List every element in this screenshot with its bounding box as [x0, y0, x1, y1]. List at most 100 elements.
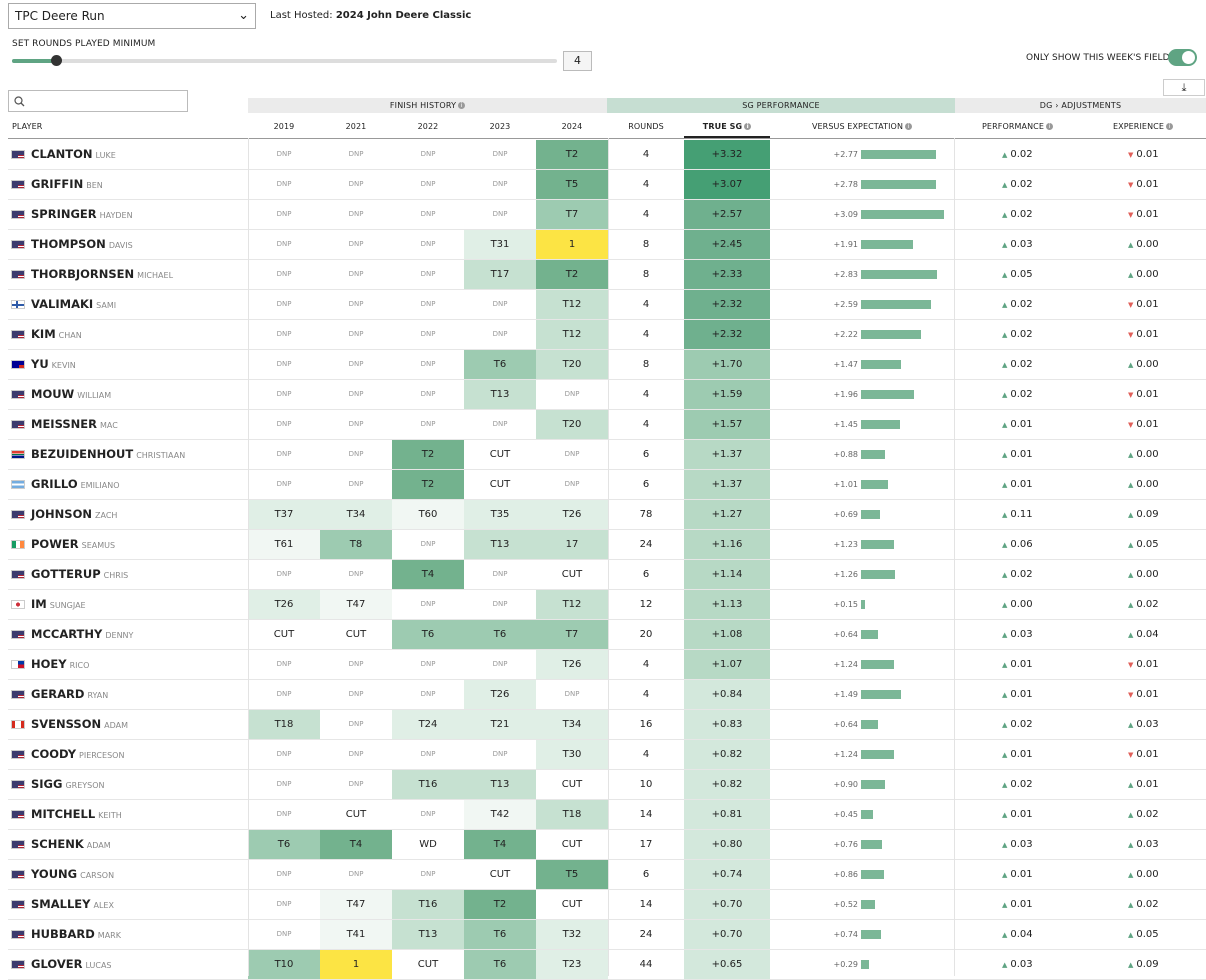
table-row[interactable]: SMALLEY ALEX DNP T47 T16 T2 CUT 14 +0.70 +0.52 ▲ 0.… — [0, 890, 1206, 920]
download-button[interactable]: ⤓ — [1163, 79, 1205, 96]
player-name[interactable]: HUBBARD MARK — [31, 920, 121, 950]
table-row[interactable]: MITCHELL KEITH DNP CUT DNP T42 T18 14 +0.81 +0.45… — [0, 800, 1206, 830]
table-row[interactable]: SIGG GREYSON DNP DNP T16 T13 CUT 10 +0.82 +0.90 ▲ 0… — [0, 770, 1206, 800]
finish-cell-2022: DNP — [420, 360, 436, 368]
player-name[interactable]: BEZUIDENHOUT CHRISTIAAN — [31, 440, 185, 470]
player-name[interactable]: IM SUNGJAE — [31, 590, 86, 620]
header-year-2021[interactable]: 2021 — [345, 122, 367, 131]
header-performance[interactable]: PERFORMANCE i — [955, 116, 1080, 138]
rounds-slider-handle[interactable] — [51, 55, 62, 66]
info-icon[interactable]: i — [1046, 123, 1053, 130]
table-row[interactable]: HOEY RICO DNP DNP DNP DNP T26 4 +1.07 +1.24 ▲ 0.01 ▼… — [0, 650, 1206, 680]
table-row[interactable]: GRIFFIN BEN DNP DNP DNP DNP T5 4 +3.07 +2.78 ▲ 0.02… — [0, 170, 1206, 200]
course-select[interactable]: TPC Deere Run ⌄ — [8, 3, 256, 29]
flag-icon-za — [11, 450, 25, 459]
player-name[interactable]: MCCARTHY DENNY — [31, 620, 133, 650]
table-row[interactable]: SPRINGER HAYDEN DNP DNP DNP DNP T7 4 +2.57 +3.09 ▲… — [0, 200, 1206, 230]
player-name[interactable]: CLANTON LUKE — [31, 140, 116, 170]
info-icon[interactable]: i — [1166, 123, 1173, 130]
flag-icon-ca — [11, 720, 25, 729]
header-year-2022[interactable]: 2022 — [417, 122, 439, 131]
header-versus-label: VERSUS EXPECTATION — [811, 122, 904, 131]
table-row[interactable]: MEISSNER MAC DNP DNP DNP DNP T20 4 +1.57 +1.45 ▲ 0.… — [0, 410, 1206, 440]
info-icon[interactable]: i — [458, 102, 466, 109]
experience-cell: ▲ 0.05 — [1128, 920, 1159, 950]
table-row[interactable]: CLANTON LUKE DNP DNP DNP DNP T2 4 +3.32 +2.77 ▲ 0.0… — [0, 140, 1206, 170]
info-icon[interactable]: i — [905, 123, 913, 130]
table-row[interactable]: GRILLO EMILIANO DNP DNP T2 CUT DNP 6 +1.37 +1.01 ▲… — [0, 470, 1206, 500]
table-row[interactable]: GOTTERUP CHRIS DNP DNP T4 DNP CUT 6 +1.14 +1.26 ▲ 0… — [0, 560, 1206, 590]
table-row[interactable]: VALIMAKI SAMI DNP DNP DNP DNP T12 4 +2.32 +2.59 ▲ 0… — [0, 290, 1206, 320]
player-name[interactable]: SCHENK ADAM — [31, 830, 111, 860]
table-row[interactable]: THOMPSON DAVIS DNP DNP DNP T31 1 8 +2.45 +1.91 ▲ 0.… — [0, 230, 1206, 260]
table-row[interactable]: COODY PIERCESON DNP DNP DNP DNP T30 4 +0.82 +1.24… — [0, 740, 1206, 770]
table-row[interactable]: POWER SEAMUS T61 T8 DNP T13 17 24 +1.16 +1.23 ▲ 0.0… — [0, 530, 1206, 560]
player-name[interactable]: SIGG GREYSON — [31, 770, 105, 800]
player-name[interactable]: SPRINGER HAYDEN — [31, 200, 133, 230]
player-name[interactable]: THOMPSON DAVIS — [31, 230, 133, 260]
table-row[interactable]: BEZUIDENHOUT CHRISTIAAN DNP DNP T2 CUT DNP 6 +1.… — [0, 440, 1206, 470]
table-row[interactable]: IM SUNGJAE T26 T47 DNP DNP T12 12 +1.13 +0.15 ▲ 0.0… — [0, 590, 1206, 620]
player-name[interactable]: COODY PIERCESON — [31, 740, 124, 770]
player-name[interactable]: MITCHELL KEITH — [31, 800, 122, 830]
player-name[interactable]: GRIFFIN BEN — [31, 170, 103, 200]
versus-value: +2.59 — [833, 300, 858, 309]
finish-cell-2022: DNP — [420, 690, 436, 698]
table-row[interactable]: JOHNSON ZACH T37 T34 T60 T35 T26 78 +1.27 +0.69 ▲ 0… — [0, 500, 1206, 530]
table-row[interactable]: GERARD RYAN DNP DNP DNP T26 DNP 4 +0.84 +1.49 ▲ 0.0… — [0, 680, 1206, 710]
player-name[interactable]: MEISSNER MAC — [31, 410, 118, 440]
player-name[interactable]: GOTTERUP CHRIS — [31, 560, 128, 590]
header-versus[interactable]: VERSUS EXPECTATION i — [770, 116, 954, 138]
performance-value: 0.06 — [1010, 539, 1033, 550]
table-row[interactable]: YOUNG CARSON DNP DNP DNP CUT T5 6 +0.74 +0.86 ▲ 0.0… — [0, 860, 1206, 890]
player-name[interactable]: MOUW WILLIAM — [31, 380, 111, 410]
finish-cell-2024: T20 — [536, 410, 608, 439]
player-name[interactable]: KIM CHAN — [31, 320, 82, 350]
table-row[interactable]: MCCARTHY DENNY CUT CUT T6 T6 T7 20 +1.08 +0.64 ▲ 0.… — [0, 620, 1206, 650]
info-icon[interactable]: i — [744, 123, 752, 130]
versus-value: +0.64 — [833, 720, 858, 729]
header-year-2024[interactable]: 2024 — [561, 122, 583, 131]
group-adjustments[interactable]: DG › ADJUSTMENTS — [955, 98, 1206, 113]
player-name[interactable]: YU KEVIN — [31, 350, 76, 380]
table-row[interactable]: HUBBARD MARK DNP T41 T13 T6 T32 24 +0.70 +0.74 ▲ 0.… — [0, 920, 1206, 950]
player-name[interactable]: SVENSSON ADAM — [31, 710, 128, 740]
player-name[interactable]: VALIMAKI SAMI — [31, 290, 116, 320]
versus-value: +0.74 — [833, 930, 858, 939]
finish-cell-2023: T6 — [464, 950, 536, 979]
header-rounds[interactable]: ROUNDS — [628, 122, 664, 131]
player-name[interactable]: YOUNG CARSON — [31, 860, 114, 890]
header-true-sg[interactable]: TRUE SG i — [684, 116, 770, 138]
player-name[interactable]: POWER SEAMUS — [31, 530, 115, 560]
player-name[interactable]: JOHNSON ZACH — [31, 500, 117, 530]
experience-value: 0.01 — [1136, 749, 1159, 760]
rounds-input[interactable]: 4 — [563, 51, 592, 71]
table-row[interactable]: SVENSSON ADAM T18 DNP T24 T21 T34 16 +0.83 +0.64 ▲… — [0, 710, 1206, 740]
performance-value: 0.02 — [1010, 389, 1033, 400]
finish-cell-2024: DNP — [564, 390, 580, 398]
header-divider — [8, 138, 1206, 139]
table-row[interactable]: SCHENK ADAM T6 T4 WD T4 CUT 17 +0.80 +0.76 ▲ 0.03 ▲ 0… — [0, 830, 1206, 860]
finish-cell-2021: DNP — [348, 360, 364, 368]
arrow-down-icon: ▼ — [1128, 691, 1134, 699]
player-name[interactable]: GRILLO EMILIANO — [31, 470, 120, 500]
rounds-slider-track[interactable] — [12, 59, 557, 63]
table-row[interactable]: KIM CHAN DNP DNP DNP DNP T12 4 +2.32 +2.22 ▲ 0.02 ▼ 0… — [0, 320, 1206, 350]
field-toggle[interactable] — [1168, 49, 1197, 66]
player-name[interactable]: SMALLEY ALEX — [31, 890, 114, 920]
player-name[interactable]: HOEY RICO — [31, 650, 89, 680]
search-input[interactable] — [8, 90, 188, 112]
table-row[interactable]: THORBJORNSEN MICHAEL DNP DNP DNP T17 T2 8 +2.33 +… — [0, 260, 1206, 290]
table-row[interactable]: MOUW WILLIAM DNP DNP DNP T13 DNP 4 +1.59 +1.96 ▲ 0.… — [0, 380, 1206, 410]
table-row[interactable]: YU KEVIN DNP DNP DNP T6 T20 8 +1.70 +1.47 ▲ 0.02 ▲ 0.… — [0, 350, 1206, 380]
rounds-cell: 6 — [642, 449, 650, 460]
header-year-2023[interactable]: 2023 — [489, 122, 511, 131]
header-experience[interactable]: EXPERIENCE i — [1080, 116, 1206, 138]
header-player[interactable]: PLAYER — [12, 122, 43, 131]
player-name[interactable]: THORBJORNSEN MICHAEL — [31, 260, 173, 290]
header-year-2019[interactable]: 2019 — [273, 122, 295, 131]
experience-value: 0.01 — [1136, 299, 1159, 310]
player-name[interactable]: GERARD RYAN — [31, 680, 108, 710]
player-name[interactable]: GLOVER LUCAS — [31, 950, 112, 980]
flag-icon-fi — [11, 300, 25, 309]
